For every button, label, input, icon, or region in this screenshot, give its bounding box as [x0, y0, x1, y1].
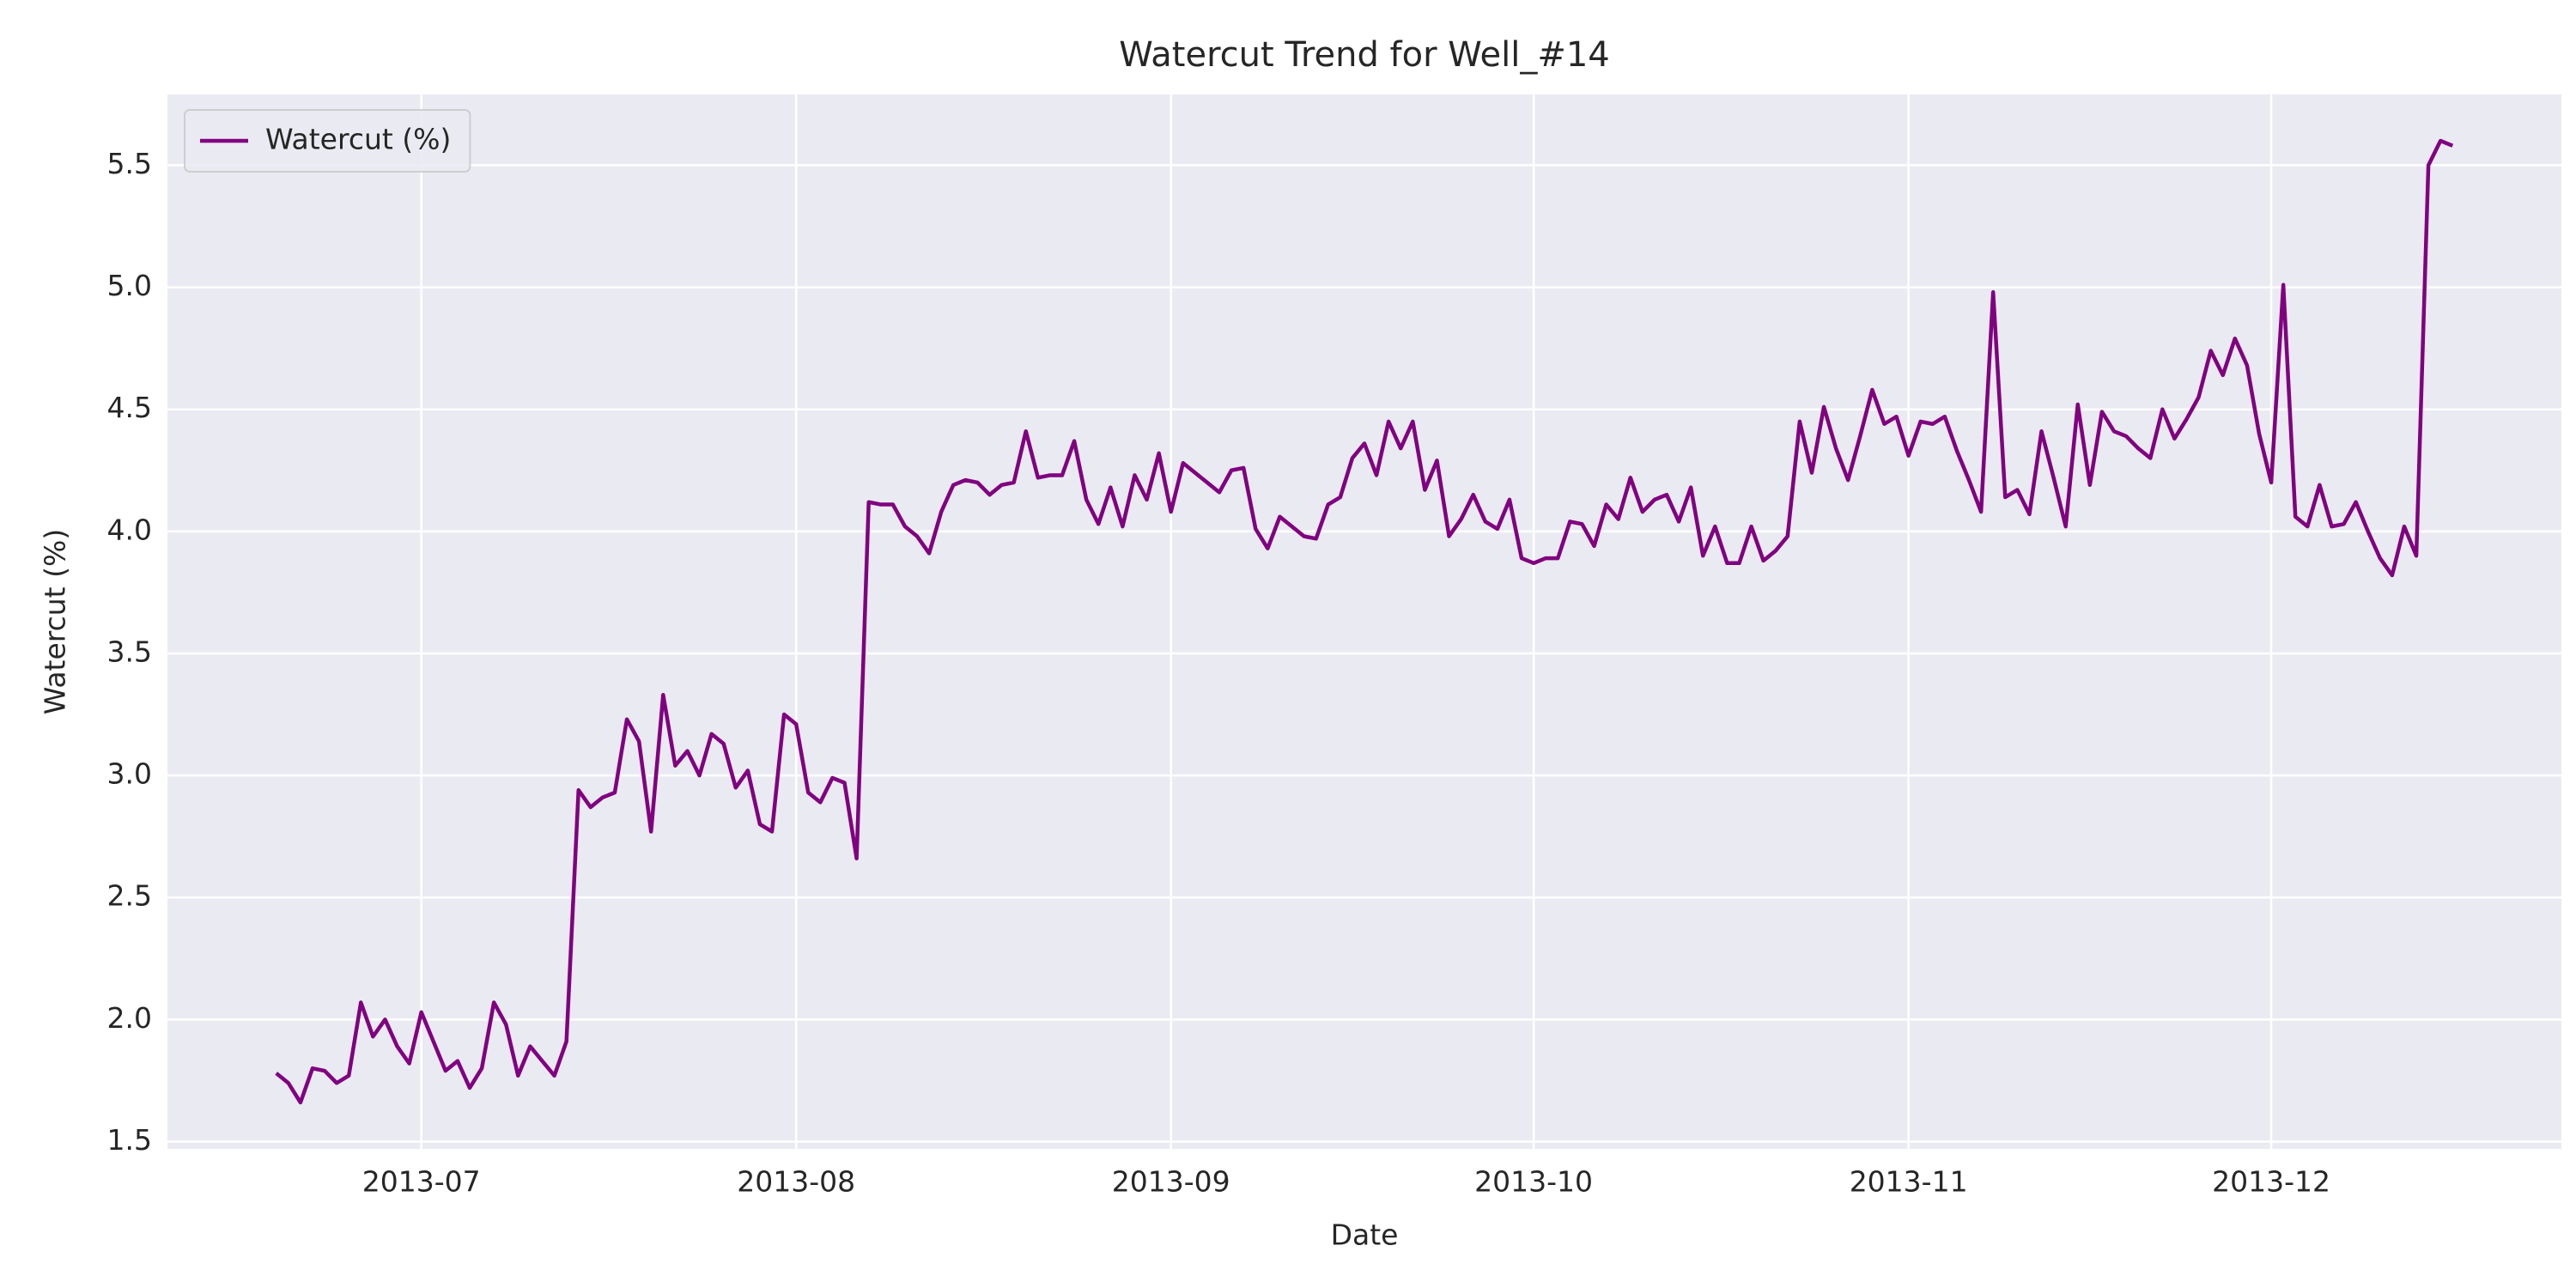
y-tick-label: 5.0 [107, 269, 152, 302]
plot-area [167, 94, 2561, 1149]
data-line [275, 138, 2454, 1105]
x-tick-label: 2013-10 [1474, 1165, 1593, 1199]
legend: Watercut (%) [184, 109, 471, 173]
x-tick-label: 2013-12 [2212, 1165, 2330, 1199]
x-axis-label: Date [1331, 1218, 1399, 1252]
x-tick-label: 2013-11 [1850, 1165, 1968, 1199]
legend-box [184, 109, 471, 173]
y-tick-label: 4.5 [107, 391, 152, 424]
y-axis-label: Watercut (%) [39, 529, 72, 714]
x-tick-label: 2013-09 [1112, 1165, 1230, 1199]
chart-title: Watercut Trend for Well_#14 [1119, 35, 1609, 75]
y-tick-label: 1.5 [107, 1123, 152, 1157]
grid [167, 94, 2561, 1149]
x-tick-label: 2013-08 [737, 1165, 855, 1199]
legend-label: Watercut (%) [265, 123, 451, 156]
y-tick-label: 2.0 [107, 1001, 152, 1035]
y-tick-label: 4.0 [107, 513, 152, 546]
y-tick-label: 3.5 [107, 635, 152, 668]
y-tick-label: 5.5 [107, 147, 152, 180]
y-tick-label: 3.0 [107, 757, 152, 791]
x-tick-label: 2013-07 [362, 1165, 481, 1199]
y-tick-label: 2.5 [107, 879, 152, 913]
